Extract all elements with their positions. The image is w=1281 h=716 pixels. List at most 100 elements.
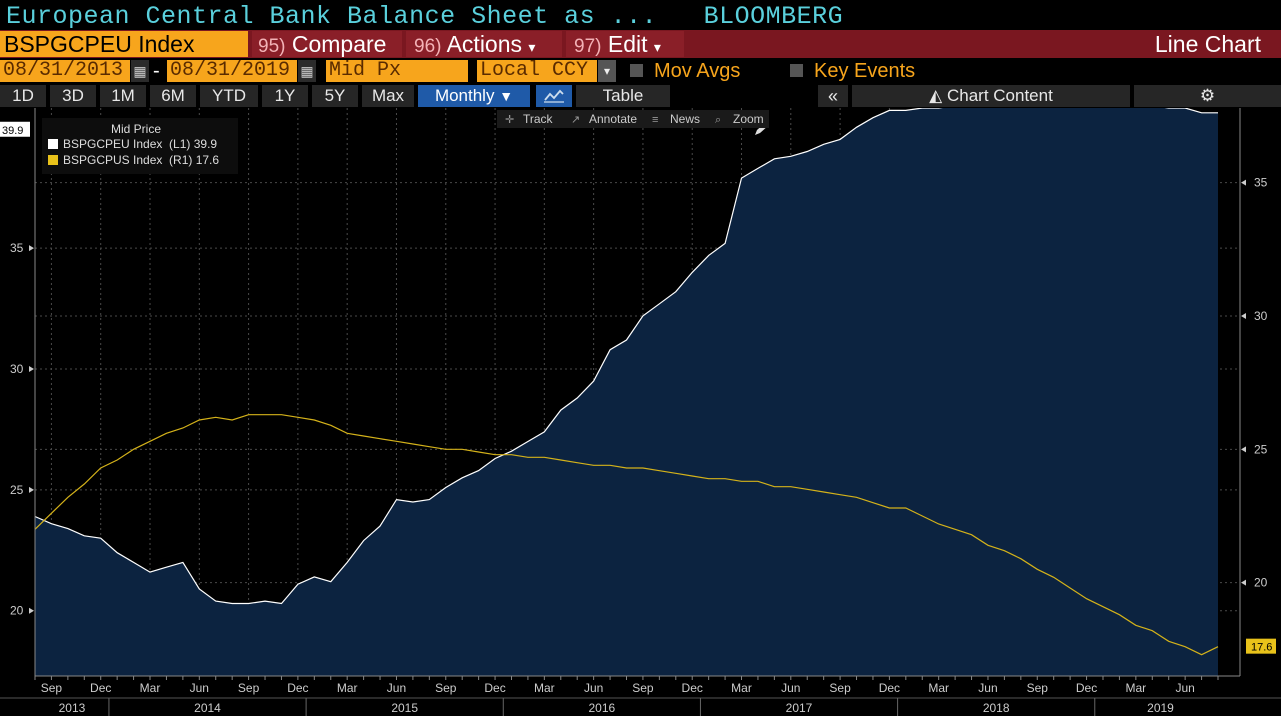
mov-avgs-checkbox[interactable]: [630, 64, 643, 77]
chart-tools: ✛ Track ↗ Annotate ≡ News ⌕ Zoom: [497, 110, 769, 128]
date-separator: -: [153, 60, 160, 82]
annotate-button[interactable]: Annotate: [589, 112, 637, 126]
y-right-tick-mark: [1241, 446, 1246, 453]
range-button-6m[interactable]: 6M: [150, 85, 196, 107]
y-left-tick-mark: [29, 245, 34, 252]
chevron-down-icon[interactable]: ▾: [598, 60, 616, 82]
x-tick-label: Jun: [781, 681, 800, 695]
series-line-bspgcpeu: [34, 108, 1218, 605]
x-year-label: 2014: [194, 701, 221, 715]
range-button-1m[interactable]: 1M: [100, 85, 146, 107]
x-tick-label: Jun: [190, 681, 209, 695]
x-tick-label: Sep: [238, 681, 260, 695]
y-left-tick-mark: [29, 607, 34, 614]
calendar-icon[interactable]: ▦: [298, 60, 316, 82]
x-tick-label: Mar: [731, 681, 752, 695]
chart-legend: Mid Price BSPGCPEU Index (L1) 39.9 BSPGC…: [42, 118, 238, 174]
period-select[interactable]: Monthly ▼: [418, 85, 530, 107]
series-line-bspgcpus: [34, 414, 1219, 656]
range-bar: 1D 3D 1M 6M YTD 1Y 5Y Max Monthly ▼ Tabl…: [0, 84, 1281, 108]
y-right-tick-mark: [1241, 313, 1246, 319]
start-date-input[interactable]: 08/31/2013: [0, 60, 130, 82]
edit-button[interactable]: 97) Edit ▾: [566, 31, 684, 57]
range-button-max[interactable]: Max: [362, 85, 414, 107]
chevron-down-icon: ▾: [528, 39, 536, 55]
chevron-down-icon: ▾: [653, 39, 661, 55]
x-tick-label: Jun: [584, 681, 603, 695]
x-tick-label: Sep: [41, 681, 63, 695]
legend-swatch-bspgcpeu: [48, 139, 58, 149]
table-button[interactable]: Table: [576, 85, 670, 107]
x-tick-label: Jun: [978, 681, 997, 695]
chart-content-button[interactable]: ◭ Chart Content: [852, 85, 1130, 107]
legend-swatch-bspgcpus: [48, 155, 58, 165]
x-year-label: 2016: [589, 701, 616, 715]
zoom-icon: ⌕: [715, 114, 721, 126]
settings-bar: 08/31/2013 ▦ - 08/31/2019 ▦ Mid Px Local…: [0, 58, 1281, 135]
x-tick-label: Jun: [1175, 681, 1194, 695]
news-button[interactable]: News: [670, 112, 700, 126]
collapse-icon[interactable]: «: [818, 85, 848, 107]
svg-text:17.6: 17.6: [1251, 642, 1272, 654]
x-tick-label: Mar: [140, 681, 161, 695]
svg-text:39.9: 39.9: [2, 125, 23, 137]
mov-avgs-label: Mov Avgs: [654, 60, 741, 82]
x-tick-label: Dec: [879, 681, 900, 695]
y-right-tick-label: 25: [1254, 442, 1268, 456]
range-button-5y[interactable]: 5Y: [312, 85, 358, 107]
gear-icon[interactable]: ⚙: [1134, 85, 1281, 107]
calendar-icon[interactable]: ▦: [131, 60, 149, 82]
line-chart-toggle-icon[interactable]: [536, 85, 572, 107]
x-tick-label: Mar: [337, 681, 358, 695]
y-right-tick-label: 35: [1254, 176, 1268, 190]
chart-axes: 20 25 30 35 20 25 30 35 Sep Dec Mar Jun Sep Dec Mar Jun…: [0, 108, 1281, 716]
x-year-label: 2018: [983, 701, 1010, 715]
x-year-label: 2017: [786, 701, 813, 715]
x-tick-label: Mar: [1126, 681, 1147, 695]
end-date-input[interactable]: 08/31/2019: [167, 60, 297, 82]
currency-select[interactable]: Local CCY: [477, 60, 597, 82]
y-left-tick-label: 30: [10, 362, 24, 376]
x-tick-label: Sep: [435, 681, 457, 695]
x-tick-label: Dec: [1076, 681, 1097, 695]
x-tick-label: Dec: [90, 681, 111, 695]
legend-heading: Mid Price: [111, 122, 161, 136]
x-year-label: 2019: [1147, 701, 1174, 715]
zoom-button[interactable]: Zoom: [733, 112, 764, 126]
legend-entry-bspgcpus: BSPGCPUS Index (R1) 17.6: [63, 153, 219, 167]
line-chart[interactable]: 20 25 30 35 20 25 30 35 Sep Dec Mar Jun Sep Dec Mar Jun…: [0, 108, 1281, 716]
range-button-1d[interactable]: 1D: [0, 85, 46, 107]
range-button-ytd[interactable]: YTD: [200, 85, 258, 107]
news-icon: ≡: [652, 114, 658, 126]
series-area-bspgcpeu: [35, 108, 1218, 676]
actions-button[interactable]: 96) Actions ▾: [406, 31, 562, 57]
x-tick-label: Dec: [287, 681, 308, 695]
chart-type-label[interactable]: Line Chart: [1154, 31, 1261, 57]
x-tick-label: Sep: [632, 681, 654, 695]
y-right-tick-label: 30: [1254, 309, 1268, 323]
x-tick-label: Dec: [682, 681, 703, 695]
x-tick-label: Jun: [387, 681, 406, 695]
key-events-checkbox[interactable]: [790, 64, 803, 77]
y-right-tick-mark: [1241, 179, 1246, 186]
x-tick-label: Mar: [534, 681, 555, 695]
last-value-left: 39.9: [0, 121, 30, 137]
command-bar: BSPGCPEU Index 95) Compare 96) Actions ▾…: [0, 30, 1281, 58]
x-tick-label: Sep: [829, 681, 851, 695]
track-button[interactable]: Track: [523, 112, 554, 126]
y-left-tick-mark: [29, 366, 34, 373]
range-button-1y[interactable]: 1Y: [262, 85, 308, 107]
annotate-icon: ↗: [571, 114, 580, 126]
chevron-down-icon: ▼: [499, 88, 514, 104]
y-right-tick-mark: [1241, 579, 1246, 586]
compare-button[interactable]: 95) Compare: [252, 31, 402, 57]
x-tick-label: Sep: [1027, 681, 1049, 695]
price-field-input[interactable]: Mid Px: [326, 60, 468, 82]
y-left-tick-label: 25: [10, 483, 24, 497]
x-year-label: 2015: [391, 701, 418, 715]
title-bar: European Central Bank Balance Sheet as .…: [0, 0, 1281, 31]
x-tick-label: Dec: [484, 681, 505, 695]
last-value-right: 17.6: [1246, 638, 1276, 654]
range-button-3d[interactable]: 3D: [50, 85, 96, 107]
ticker-field[interactable]: BSPGCPEU Index: [0, 31, 248, 57]
